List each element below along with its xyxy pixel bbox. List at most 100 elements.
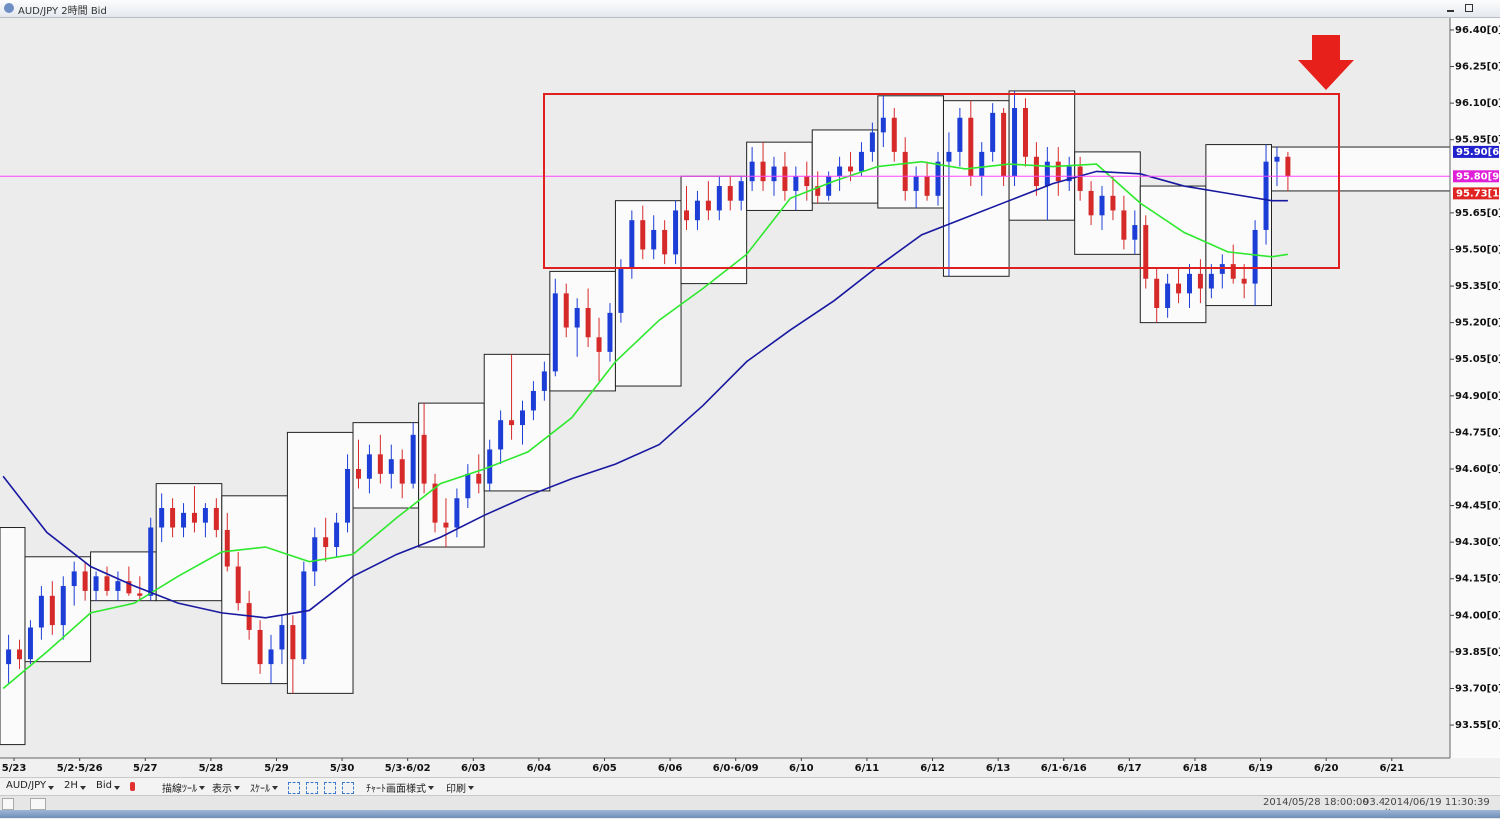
candle-body: [355, 468, 361, 479]
candle-body: [1143, 225, 1149, 279]
candle-body: [104, 576, 110, 591]
y-tick-label: 93.85[0]: [1455, 647, 1500, 658]
candle-body: [552, 293, 558, 372]
day-range-box: [680, 175, 748, 285]
candle-body: [891, 117, 897, 152]
candle-body: [170, 508, 176, 528]
timeframe-dropdown[interactable]: 2H: [64, 780, 88, 791]
candle-body: [673, 210, 679, 255]
candle-body: [935, 161, 941, 196]
marker-icon[interactable]: [130, 782, 135, 791]
candle-body: [1132, 225, 1138, 240]
candle-body: [1077, 166, 1083, 191]
x-axis-panel: [0, 758, 1500, 777]
candle-body: [399, 459, 405, 484]
y-tick-label: 95.20[0]: [1455, 318, 1500, 329]
candle-body: [388, 459, 394, 474]
candle-body: [760, 161, 766, 182]
scroll-thumb[interactable]: [30, 798, 46, 810]
candle-body: [640, 220, 646, 250]
y-tick-label: 94.15[0]: [1455, 574, 1500, 585]
y-tick-label: 94.30[0]: [1455, 537, 1500, 548]
candle-body: [782, 166, 788, 191]
price-dropdown[interactable]: Bid: [96, 780, 122, 791]
candle-body: [530, 390, 536, 411]
zoom-icon[interactable]: [306, 782, 318, 794]
symbol-dropdown[interactable]: AUD/JPY: [6, 780, 56, 791]
candle-body: [17, 649, 23, 660]
scroll-left-button[interactable]: [2, 798, 14, 810]
candle-body: [1186, 273, 1192, 294]
candle-body: [880, 117, 886, 133]
candle-body: [1044, 161, 1050, 187]
candle-body: [913, 176, 919, 191]
candle-body: [27, 627, 33, 660]
candle-body: [1033, 156, 1039, 187]
x-tick-label: 6/06: [658, 763, 683, 774]
minimize-button[interactable]: [1444, 2, 1458, 14]
window-title: AUD/JPY 2時間 Bid: [18, 6, 107, 17]
candle-body: [869, 132, 875, 152]
candle-body: [6, 649, 12, 665]
y-tick-label: 94.00[0]: [1455, 610, 1500, 621]
x-tick-label: 5/23: [2, 763, 27, 774]
day-range-box: [24, 556, 92, 663]
candle-body: [1022, 108, 1028, 157]
candle-body: [618, 268, 624, 313]
scale-dropdown[interactable]: ｽｹｰﾙ: [250, 780, 280, 795]
day-range-box: [811, 129, 879, 204]
candle-body: [181, 512, 187, 528]
candle-body: [651, 229, 657, 250]
price-label: 95.73[1]: [1456, 188, 1500, 199]
candle-body: [979, 151, 985, 177]
candle-body: [126, 581, 132, 594]
zoom-icon[interactable]: [324, 782, 336, 794]
y-tick-label: 94.45[0]: [1455, 501, 1500, 512]
range-price: 93.4: [1363, 797, 1386, 808]
day-range-box: [221, 495, 288, 685]
candle-body: [694, 200, 700, 221]
scrollbar: 2014/05/28 18:00:00 93.4 2014/06/19 11:3…: [0, 795, 1500, 819]
y-tick-label: 93.70[0]: [1455, 683, 1500, 694]
candle-body: [968, 117, 974, 177]
x-tick-label: 6/12: [920, 763, 945, 774]
day-range-box: [1205, 144, 1272, 307]
x-tick-label: 6/21: [1380, 763, 1405, 774]
day-range-box: [877, 95, 944, 209]
x-tick-label: 6/20: [1314, 763, 1339, 774]
chart-style-dropdown[interactable]: ﾁｬｰﾄ画面様式: [366, 780, 436, 795]
candle-body: [71, 571, 77, 587]
drawing-tools-dropdown[interactable]: 描線ﾂｰﾙ: [162, 780, 207, 795]
candle-body: [990, 112, 996, 152]
candle-body: [290, 625, 296, 660]
day-range-box: [155, 483, 223, 602]
day-range-box: [352, 422, 420, 509]
candle-body: [1176, 283, 1182, 294]
view-dropdown[interactable]: 表示: [212, 780, 242, 795]
app-icon: [4, 3, 14, 13]
y-tick-label: 96.40[0]: [1455, 25, 1500, 36]
candle-body: [727, 186, 733, 201]
candle-body: [93, 576, 99, 591]
candle-body: [1274, 156, 1280, 162]
candle-body: [1099, 195, 1105, 216]
candle-body: [1121, 210, 1127, 240]
x-tick-label: 6/18: [1183, 763, 1208, 774]
day-range-box: [418, 402, 485, 548]
candle-body: [1263, 161, 1269, 230]
candle-body: [607, 312, 613, 352]
zoom-icon[interactable]: [342, 782, 354, 794]
price-label-box: [1453, 187, 1499, 200]
y-tick-label: 95.35[0]: [1455, 281, 1500, 292]
x-tick-label: 5/27: [133, 763, 158, 774]
maximize-button[interactable]: [1462, 2, 1476, 14]
candle-body: [312, 537, 318, 572]
y-tick-label: 94.75[0]: [1455, 427, 1500, 438]
x-tick-label: 6/0·6/09: [713, 763, 759, 774]
print-dropdown[interactable]: 印刷: [446, 780, 476, 795]
candle-body: [957, 117, 963, 152]
x-tick-label: 5/3·6/02: [385, 763, 431, 774]
zoom-icon[interactable]: [288, 782, 300, 794]
candle-body: [1055, 161, 1061, 182]
